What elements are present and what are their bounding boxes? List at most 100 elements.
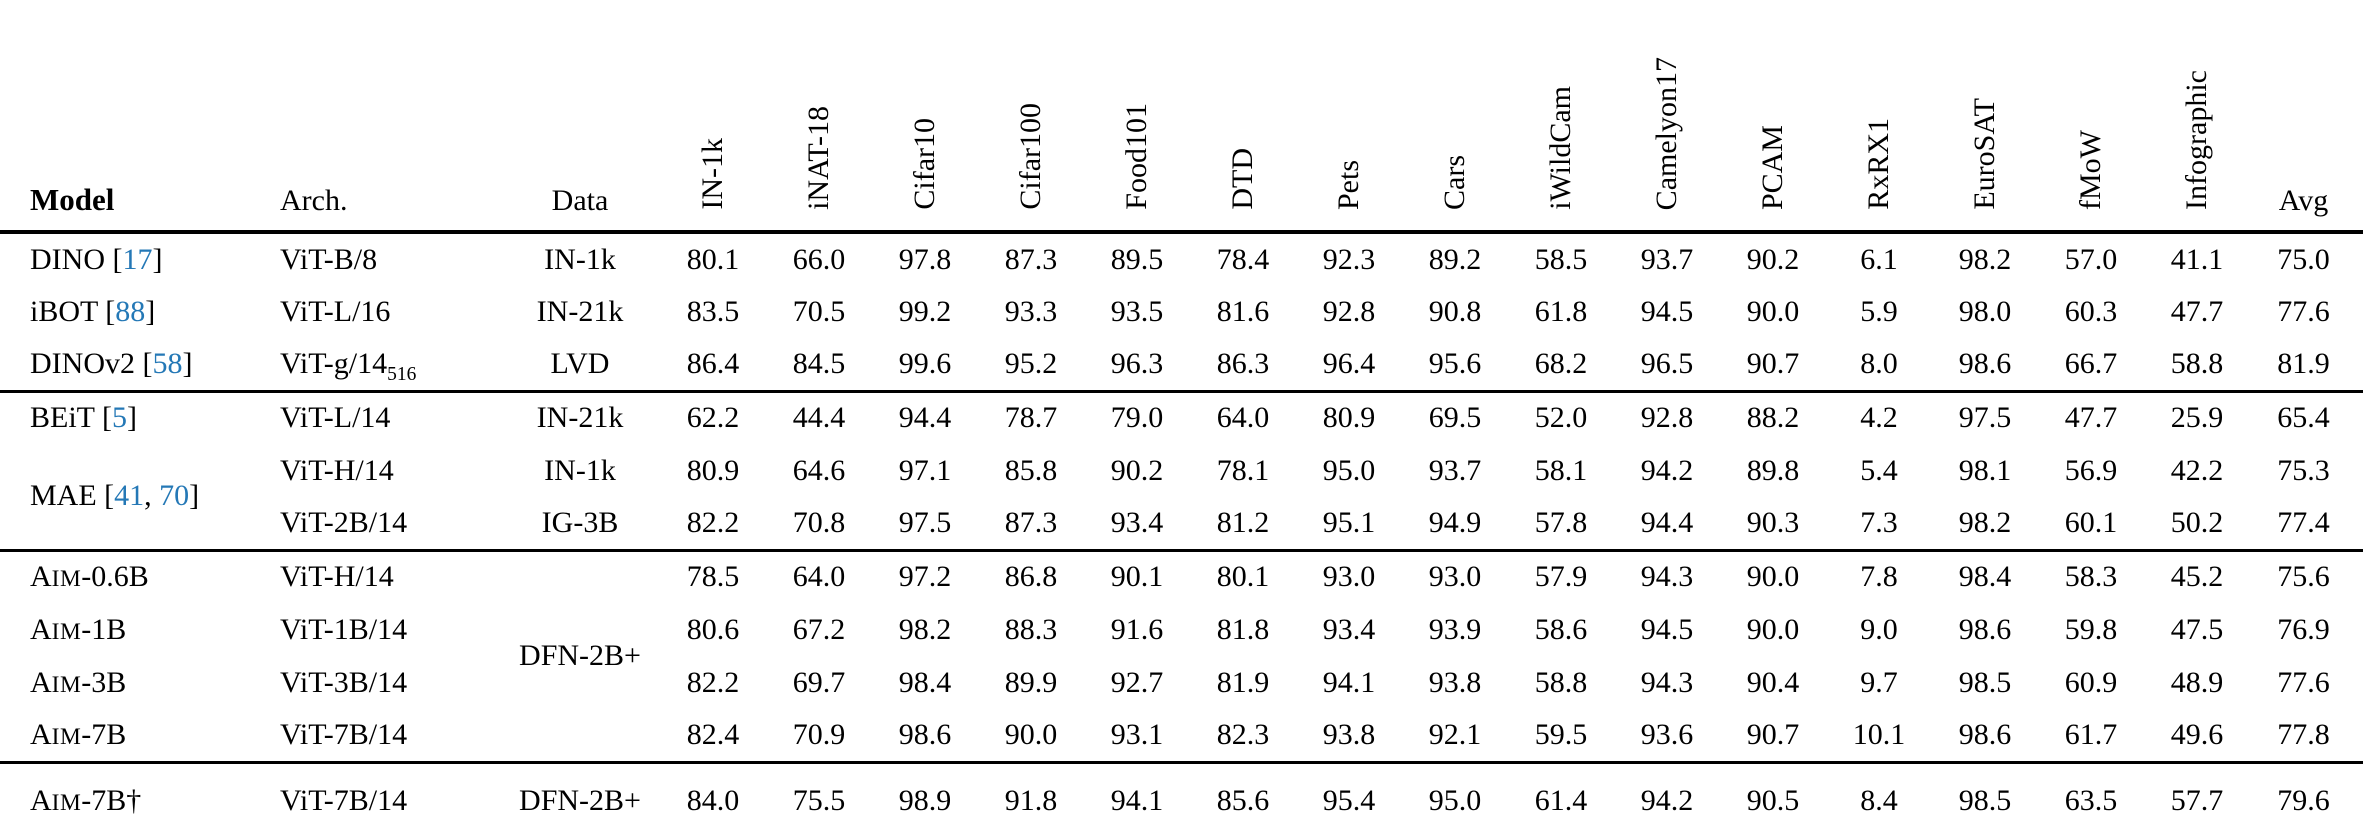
data-cell: IN-21k bbox=[536, 401, 624, 435]
value-cell: 47.5 bbox=[2170, 612, 2224, 646]
value-cell: 25.9 bbox=[2170, 401, 2224, 435]
value-cell: 90.5 bbox=[1746, 783, 1800, 817]
value-cell: 96.4 bbox=[1296, 338, 1402, 393]
value-cell: 48.9 bbox=[2170, 665, 2224, 699]
value-cell: 93.7 bbox=[1640, 242, 1694, 276]
model-cell: BEiT [5] bbox=[30, 401, 137, 435]
arch-cell: ViT-7B/14 bbox=[250, 709, 500, 764]
value-cell: 93.9 bbox=[1428, 612, 1482, 646]
table-row: AIM-7B† ViT-7B/14 DFN-2B+ 84.0 75.5 98.9 91.8 9… bbox=[0, 762, 2363, 838]
value-cell: 81.9 bbox=[1216, 665, 1270, 699]
col-header-label: Camelyon17 bbox=[1650, 56, 1683, 210]
value-cell: 64.6 bbox=[792, 453, 846, 487]
value-cell: 98.0 bbox=[1958, 294, 2012, 328]
value-cell: 69.5 bbox=[1428, 401, 1482, 435]
model-cell: AIM-3B bbox=[0, 656, 250, 709]
table-row: AIM-0.6B ViT-H/14 DFN-2B+ 78.5 64.0 97.2 86.8 9… bbox=[0, 550, 2363, 764]
value-cell: 97.5 bbox=[872, 497, 978, 552]
value-cell: 90.1 bbox=[1110, 560, 1164, 594]
value-cell: 88.3 bbox=[1004, 612, 1058, 646]
data-cell: DFN-2B+ bbox=[500, 550, 660, 764]
value-cell: 81.6 bbox=[1216, 294, 1270, 328]
col-header-label: Pets bbox=[1332, 159, 1365, 210]
value-cell: 85.8 bbox=[1004, 453, 1058, 487]
data-cell: IN-1k bbox=[544, 242, 616, 276]
citation-link[interactable]: 17 bbox=[122, 242, 153, 276]
value-cell: 9.7 bbox=[1860, 665, 1898, 699]
value-cell: 78.7 bbox=[1004, 401, 1058, 435]
model-name: AIM-3B bbox=[30, 665, 127, 699]
table-header: Model Arch. Data IN-1k iNAT-18 Cifar10 C… bbox=[0, 0, 2363, 234]
value-cell: 94.1 bbox=[1110, 783, 1164, 817]
model-cell: iBOT [88] bbox=[30, 294, 156, 328]
value-cell: 82.4 bbox=[660, 709, 766, 764]
citation-link[interactable]: 41 bbox=[114, 479, 145, 513]
col-header-label: Cars bbox=[1438, 155, 1471, 210]
value-cell: 97.5 bbox=[1958, 401, 2012, 435]
arch-subscript: 516 bbox=[387, 363, 417, 385]
value-cell: 93.5 bbox=[1110, 294, 1164, 328]
value-cell: 66.0 bbox=[792, 242, 846, 276]
value-cell: 78.4 bbox=[1216, 242, 1270, 276]
value-cell: 62.2 bbox=[686, 401, 740, 435]
col-header-label: PCAM bbox=[1756, 124, 1789, 210]
col-header-cars: Cars bbox=[1402, 0, 1508, 234]
arch-cell: ViT-L/16 bbox=[280, 294, 391, 328]
avg-cell: 65.4 bbox=[2277, 401, 2330, 435]
arch-cell: ViT-H/14 bbox=[280, 453, 394, 487]
value-cell: 98.6 bbox=[1932, 338, 2038, 393]
citation-link[interactable]: 88 bbox=[115, 294, 146, 328]
table-row: DINO [17] ViT-B/8 IN-1k 80.1 66.0 97.8 87.3 89.… bbox=[0, 232, 2363, 285]
col-header-data: Data bbox=[500, 0, 660, 234]
table-body: DINO [17] ViT-B/8 IN-1k 80.1 66.0 97.8 87.3 89.… bbox=[0, 232, 2363, 838]
value-cell: 8.4 bbox=[1860, 783, 1898, 817]
model-name: MAE bbox=[30, 479, 97, 513]
value-cell: 95.1 bbox=[1296, 497, 1402, 552]
avg-cell: 77.4 bbox=[2250, 497, 2363, 552]
value-cell: 98.5 bbox=[1958, 665, 2012, 699]
value-cell: 61.8 bbox=[1534, 294, 1588, 328]
value-cell: 93.0 bbox=[1428, 560, 1482, 594]
value-cell: 81.2 bbox=[1190, 497, 1296, 552]
value-cell: 69.7 bbox=[792, 665, 846, 699]
value-cell: 10.1 bbox=[1826, 709, 1932, 764]
arch-cell: ViT-B/8 bbox=[280, 242, 378, 276]
value-cell: 47.7 bbox=[2064, 401, 2118, 435]
col-header-model: Model bbox=[0, 0, 250, 234]
value-cell: 45.2 bbox=[2170, 560, 2224, 594]
value-cell: 44.4 bbox=[792, 401, 846, 435]
model-cell: DINO [17] bbox=[30, 242, 163, 276]
value-cell: 84.0 bbox=[686, 783, 740, 817]
value-cell: 83.5 bbox=[686, 294, 740, 328]
value-cell: 94.2 bbox=[1640, 453, 1694, 487]
value-cell: 67.2 bbox=[792, 612, 846, 646]
value-cell: 64.0 bbox=[1216, 401, 1270, 435]
value-cell: 85.6 bbox=[1216, 783, 1270, 817]
model-cell: AIM-7B bbox=[0, 709, 250, 764]
value-cell: 90.0 bbox=[1746, 560, 1800, 594]
value-cell: 5.9 bbox=[1860, 294, 1898, 328]
citation-link[interactable]: 70 bbox=[159, 479, 190, 513]
model-cell: AIM-1B bbox=[0, 603, 250, 656]
col-header-rxrx1: RxRX1 bbox=[1826, 0, 1932, 234]
value-cell: 98.6 bbox=[1932, 709, 2038, 764]
model-cell: MAE [41, 70] bbox=[0, 444, 250, 552]
avg-cell: 75.6 bbox=[2277, 560, 2330, 594]
value-cell: 41.1 bbox=[2170, 242, 2224, 276]
value-cell: 93.1 bbox=[1084, 709, 1190, 764]
value-cell: 58.6 bbox=[1534, 612, 1588, 646]
citation-link[interactable]: 58 bbox=[152, 346, 183, 380]
value-cell: 87.3 bbox=[978, 497, 1084, 552]
citation-link[interactable]: 5 bbox=[111, 401, 127, 435]
col-header-label: iWildCam bbox=[1544, 86, 1577, 210]
value-cell: 98.6 bbox=[872, 709, 978, 764]
value-cell: 58.8 bbox=[1534, 665, 1588, 699]
col-header-food101: Food101 bbox=[1084, 0, 1190, 234]
value-cell: 94.3 bbox=[1640, 665, 1694, 699]
data-cell: IN-21k bbox=[536, 294, 624, 328]
arch-cell: ViT-H/14 bbox=[280, 560, 394, 594]
col-header-eurosat: EuroSAT bbox=[1932, 0, 2038, 234]
value-cell: 58.3 bbox=[2064, 560, 2118, 594]
col-header-label: Food101 bbox=[1120, 103, 1153, 210]
